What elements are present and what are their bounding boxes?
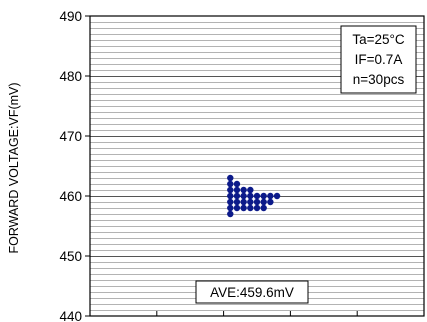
data-point bbox=[260, 204, 267, 212]
y-axis-label: FORWARD VOLTAGE:VF(mV) bbox=[7, 82, 21, 253]
data-point bbox=[227, 210, 234, 218]
data-point bbox=[227, 192, 234, 200]
data-point bbox=[227, 174, 234, 182]
average-box: AVE:459.6mV bbox=[195, 280, 309, 304]
conditions-line-3: n=30pcs bbox=[353, 72, 405, 87]
data-point bbox=[233, 198, 241, 206]
data-point bbox=[273, 192, 281, 200]
data-point bbox=[227, 186, 234, 194]
data-point bbox=[267, 198, 274, 206]
data-point bbox=[253, 198, 261, 206]
data-point bbox=[267, 192, 274, 200]
y-tick-label: 470 bbox=[59, 129, 82, 144]
data-point bbox=[253, 192, 261, 200]
data-point bbox=[233, 192, 241, 200]
conditions-line-2: IF=0.7A bbox=[355, 52, 403, 67]
y-tick-label: 490 bbox=[59, 9, 82, 24]
data-point bbox=[240, 198, 247, 206]
x-axis-ticks bbox=[156, 311, 358, 316]
conditions-box: Ta=25°C IF=0.7A n=30pcs bbox=[340, 25, 417, 94]
data-point bbox=[227, 180, 234, 188]
y-tick-label: 460 bbox=[59, 189, 82, 204]
data-point bbox=[240, 186, 247, 194]
y-axis-ticks: 440 450 460 470 480 490 bbox=[59, 9, 90, 322]
data-point bbox=[240, 204, 247, 212]
plot-area bbox=[89, 15, 425, 317]
data-point bbox=[233, 186, 241, 194]
y-tick-label: 450 bbox=[59, 249, 82, 264]
data-point bbox=[233, 204, 241, 212]
conditions-line-1: Ta=25°C bbox=[352, 32, 405, 47]
data-point bbox=[253, 204, 261, 212]
data-point bbox=[247, 192, 254, 200]
data-point bbox=[240, 192, 247, 200]
data-point bbox=[227, 204, 234, 212]
y-tick-label: 480 bbox=[59, 69, 82, 84]
y-tick-label: 440 bbox=[59, 309, 82, 322]
data-point bbox=[227, 198, 234, 206]
data-point bbox=[247, 186, 254, 194]
data-point bbox=[247, 198, 254, 206]
data-point bbox=[233, 180, 241, 188]
data-point bbox=[260, 198, 267, 206]
data-point bbox=[247, 204, 254, 212]
data-point bbox=[260, 192, 267, 200]
average-label: AVE:459.6mV bbox=[210, 285, 294, 300]
data-points bbox=[227, 174, 281, 218]
